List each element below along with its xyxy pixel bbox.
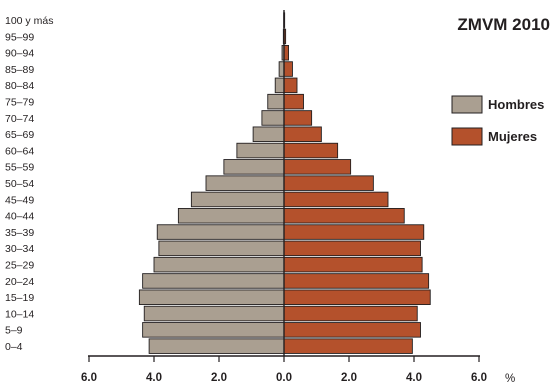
chart-title: ZMVM 2010 <box>457 15 550 34</box>
tick-label: 0.0 <box>276 372 292 384</box>
legend-swatch <box>451 95 483 114</box>
bar-hombres <box>252 126 285 142</box>
age-label: 45–49 <box>5 194 34 206</box>
age-label: 55–59 <box>5 162 34 174</box>
age-label: 50–54 <box>5 178 34 190</box>
bar-hombres <box>190 191 285 208</box>
bar-mujeres <box>283 338 413 354</box>
bar-hombres <box>223 159 285 175</box>
bar-mujeres <box>283 289 431 306</box>
bar-mujeres <box>283 256 423 273</box>
bar-mujeres <box>283 224 425 240</box>
bar-hombres <box>143 305 285 322</box>
bar-mujeres <box>283 175 374 191</box>
bar-hombres <box>148 338 285 354</box>
bars-group <box>138 12 431 354</box>
age-group-labels: 100 y más 95–99 90–94 85–89 80–84 75–79 70–74 6… <box>5 15 53 353</box>
age-label: 60–64 <box>5 145 34 157</box>
age-label: 0–4 <box>5 341 23 353</box>
age-label: 95–99 <box>5 31 34 43</box>
bar-mujeres <box>283 77 298 94</box>
age-label: 30–34 <box>5 243 34 255</box>
age-label: 5–9 <box>5 325 23 337</box>
bar-mujeres <box>283 207 405 224</box>
age-label: 35–39 <box>5 227 34 239</box>
age-label: 65–69 <box>5 129 34 141</box>
bar-mujeres <box>283 240 421 257</box>
bar-hombres <box>156 224 285 240</box>
age-label: 90–94 <box>5 48 34 60</box>
tick-label: 4.0 <box>146 372 162 384</box>
legend-swatch <box>451 127 483 146</box>
tick-label: 2.0 <box>211 372 227 384</box>
legend: Hombres Mujeres <box>451 95 544 146</box>
unit-label: % <box>505 373 515 385</box>
bar-mujeres <box>283 273 430 289</box>
bar-hombres <box>142 322 285 338</box>
bar-mujeres <box>283 126 322 142</box>
bar-hombres <box>138 289 285 306</box>
bar-mujeres <box>283 93 304 110</box>
bar-hombres <box>267 93 285 110</box>
age-label: 40–44 <box>5 211 34 223</box>
bar-mujeres <box>283 322 421 338</box>
bar-hombres <box>236 142 285 159</box>
tick-label: 6.0 <box>81 372 97 384</box>
bar-mujeres <box>283 142 339 159</box>
tick-label: 4.0 <box>406 372 422 384</box>
tick-label: 6.0 <box>471 372 487 384</box>
age-label: 20–24 <box>5 276 34 288</box>
legend-label: Hombres <box>488 97 544 112</box>
bar-hombres <box>177 207 285 224</box>
age-label: 25–29 <box>5 259 34 271</box>
bar-hombres <box>274 77 285 94</box>
x-axis-ticks: 6.0 4.0 2.0 0.0 2.0 4.0 6.0 <box>81 356 487 384</box>
bar-hombres <box>205 175 285 191</box>
age-label: 75–79 <box>5 96 34 108</box>
bar-hombres <box>142 273 285 289</box>
age-label: 70–74 <box>5 113 34 125</box>
bar-mujeres <box>283 191 389 208</box>
legend-label: Mujeres <box>488 129 537 144</box>
bar-mujeres <box>283 110 313 126</box>
bar-hombres <box>153 256 285 273</box>
bar-hombres <box>158 240 285 257</box>
bar-hombres <box>278 61 285 77</box>
bar-mujeres <box>283 61 293 77</box>
age-label: 100 y más <box>5 15 53 27</box>
age-label: 15–19 <box>5 292 34 304</box>
age-label: 80–84 <box>5 80 34 92</box>
bar-hombres <box>261 110 285 126</box>
tick-label: 2.0 <box>341 372 357 384</box>
bar-mujeres <box>283 159 352 175</box>
bar-mujeres <box>283 305 418 322</box>
age-label: 85–89 <box>5 64 34 76</box>
age-label: 10–14 <box>5 308 34 320</box>
